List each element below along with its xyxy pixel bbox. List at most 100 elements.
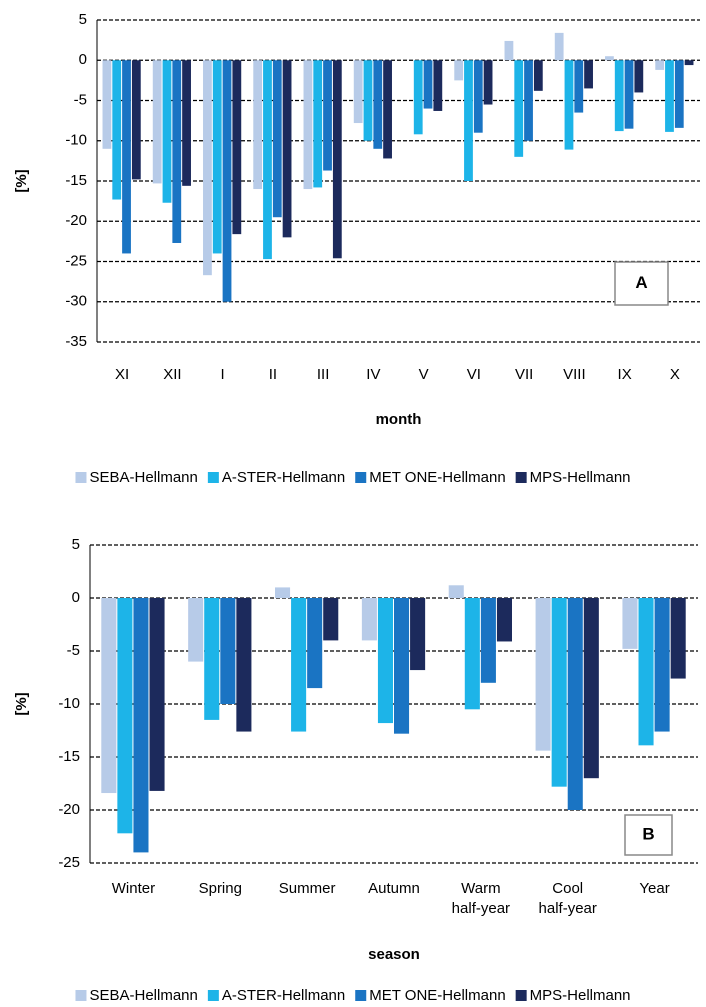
bar: [413, 60, 423, 135]
x-tick-label: II: [269, 366, 277, 383]
legend: SEBA-Hellmann A-STER-Hellmann MET ONE-Hell…: [75, 469, 631, 486]
legend-label: SEBA-Hellmann: [89, 987, 197, 1004]
bar: [638, 598, 654, 746]
x-tick-label: Year: [639, 880, 669, 897]
legend-swatch: [207, 990, 219, 1001]
legend-label: MPS-Hellmann: [530, 469, 631, 486]
x-tick-label: X: [670, 366, 680, 383]
bar: [655, 60, 665, 70]
bar: [282, 60, 292, 238]
x-tick-label: Cool half-year: [539, 880, 597, 917]
x-axis-title: season: [368, 946, 420, 963]
bar: [410, 598, 426, 671]
x-tick-label: IV: [366, 366, 380, 383]
bar: [674, 60, 684, 128]
bar: [567, 598, 583, 810]
bar: [307, 598, 323, 689]
bar: [253, 60, 263, 190]
bar: [232, 60, 242, 235]
bar: [383, 60, 392, 159]
bar: [583, 598, 599, 779]
bar: [394, 598, 410, 734]
bar: [149, 598, 165, 791]
bar: [464, 598, 480, 710]
bar: [535, 598, 551, 751]
legend-swatch: [207, 472, 219, 483]
legend-label: MPS-Hellmann: [530, 987, 631, 1004]
y-tick-label: -35: [65, 333, 87, 350]
legend-swatch: [355, 990, 367, 1001]
bar: [464, 60, 473, 181]
x-tick-label: XI: [115, 366, 129, 383]
bar: [131, 60, 141, 180]
bar: [353, 60, 363, 124]
bar: [172, 60, 182, 243]
bar: [162, 60, 172, 203]
legend-label: MET ONE-Hellmann: [369, 469, 505, 486]
y-tick-label: -20: [65, 212, 87, 229]
bar: [496, 598, 512, 642]
y-tick-label: -25: [58, 854, 80, 871]
bar: [361, 598, 377, 641]
bar: [533, 60, 543, 91]
x-tick-label: IX: [618, 366, 632, 383]
bar: [112, 60, 122, 200]
y-tick-label: -5: [74, 91, 87, 108]
bar: [212, 60, 222, 254]
bar: [684, 60, 694, 66]
legend-swatch: [515, 472, 527, 483]
legend-swatch: [515, 990, 527, 1001]
x-tick-label: VI: [467, 366, 481, 383]
x-tick-label: V: [419, 366, 429, 383]
bar: [614, 60, 624, 132]
bar: [303, 60, 313, 190]
bar: [182, 60, 191, 186]
legend: SEBA-Hellmann A-STER-Hellmann MET ONE-Hell…: [75, 987, 631, 1004]
x-tick-label: I: [221, 366, 225, 383]
bar: [152, 60, 162, 184]
bar: [433, 60, 443, 111]
bar: [665, 60, 674, 132]
bar: [454, 60, 464, 81]
x-tick-label: VIII: [563, 366, 586, 383]
x-tick-label: Autumn: [368, 880, 420, 897]
bar: [622, 598, 638, 649]
y-tick-label: 5: [72, 536, 80, 553]
y-axis-title: [%]: [13, 692, 30, 715]
x-tick-label: VII: [515, 366, 533, 383]
x-tick-label: Winter: [112, 880, 155, 897]
bar: [275, 587, 291, 598]
bar: [204, 598, 220, 720]
x-tick-label: Summer: [279, 880, 336, 897]
bar: [654, 598, 670, 732]
x-axis-title: month: [376, 411, 422, 428]
bar: [605, 56, 614, 61]
bar: [332, 60, 342, 259]
bar: [554, 32, 564, 61]
y-tick-label: -15: [65, 172, 87, 189]
y-tick-label: -15: [58, 748, 80, 765]
y-tick-label: -10: [58, 695, 80, 712]
bar: [102, 60, 112, 149]
bar: [272, 60, 282, 218]
bar: [524, 60, 533, 141]
annotation-box: [614, 261, 669, 306]
bar: [448, 585, 464, 598]
bar: [222, 60, 232, 302]
y-tick-label: -10: [65, 132, 87, 149]
bar: [473, 60, 483, 133]
bar: [263, 60, 272, 260]
bar: [584, 60, 593, 89]
bar: [101, 598, 117, 794]
bar: [624, 60, 634, 129]
annotation: A: [635, 273, 647, 292]
legend-label: A-STER-Hellmann: [222, 987, 345, 1004]
legend-swatch: [355, 472, 367, 483]
bar: [373, 60, 383, 149]
bar: [313, 60, 323, 188]
y-tick-label: -25: [65, 252, 87, 269]
annotation: B: [642, 824, 654, 843]
legend-swatch: [75, 472, 87, 483]
legend-swatch: [75, 990, 87, 1001]
